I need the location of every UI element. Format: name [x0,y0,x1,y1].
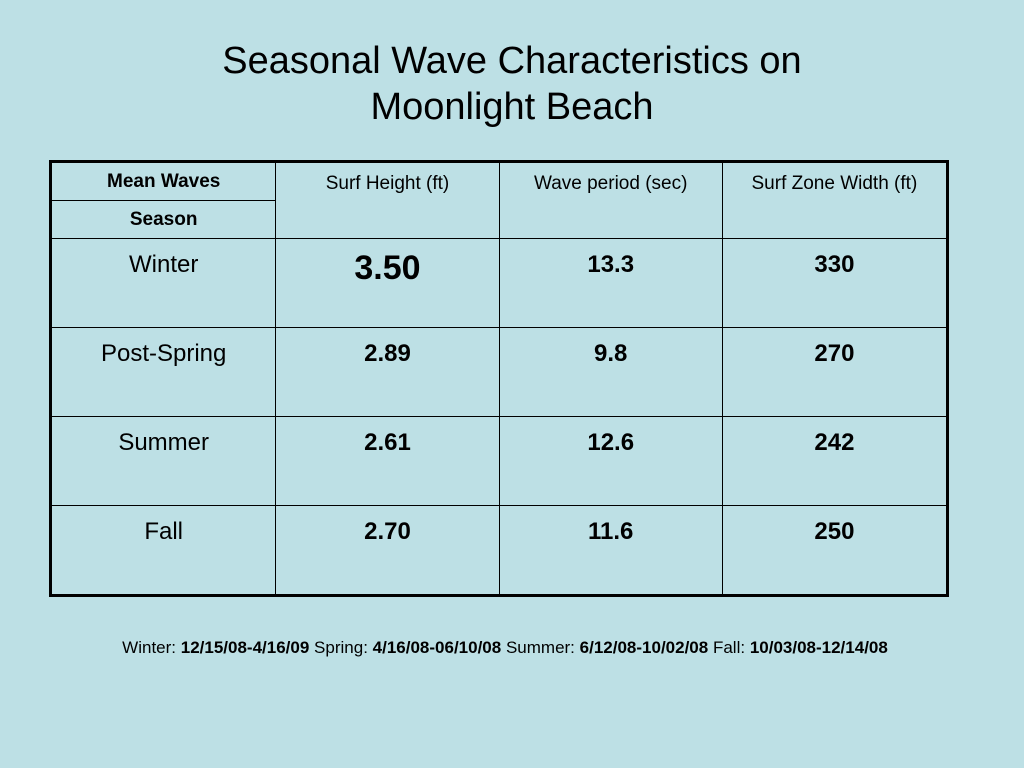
wave-period-cell: 12.6 [498,416,723,506]
table-header-row: Mean Waves Surf Height (ft) Wave period … [49,161,949,239]
season-cell: Winter [49,238,277,328]
summer-label: Summer: [505,638,575,657]
fall-dates: 10/03/08-12/14/08 [749,638,888,657]
header-surf-height: Surf Height (ft) [275,161,500,239]
page-title: Seasonal Wave Characteristics on Moonlig… [0,38,1024,130]
wave-characteristics-table: Mean Waves Surf Height (ft) Wave period … [49,160,949,597]
surf-height-cell: 2.89 [275,327,500,417]
surf-zone-width-cell: 242 [721,416,949,506]
season-cell: Fall [49,505,277,596]
title-line-1: Seasonal Wave Characteristics on [222,40,802,82]
table-row: Post-Spring 2.89 9.8 270 [49,327,949,417]
winter-dates: 12/15/08-4/16/09 [180,638,310,657]
header-season: Season [49,200,277,239]
header-surf-zone-width: Surf Zone Width (ft) [721,161,949,239]
spring-label: Spring: [314,638,368,657]
table-row: Fall 2.70 11.6 250 [49,505,949,596]
table-header-row: Season [49,200,948,239]
summer-dates: 6/12/08-10/02/08 [579,638,709,657]
season-date-ranges: Winter: 12/15/08-4/16/09 Spring: 4/16/08… [0,638,1010,658]
surf-zone-width-cell: 270 [721,327,949,417]
spring-dates: 4/16/08-06/10/08 [372,638,502,657]
season-cell: Summer [49,416,277,506]
table-row: Summer 2.61 12.6 242 [49,416,949,506]
fall-label: Fall: [712,638,746,657]
surf-zone-width-cell: 250 [721,505,949,596]
surf-height-cell: 3.50 [275,238,500,328]
header-mean-waves: Mean Waves [49,161,277,201]
title-line-2: Moonlight Beach [370,86,654,128]
wave-period-cell: 11.6 [498,505,723,596]
wave-period-cell: 9.8 [498,327,723,417]
surf-height-cell: 2.61 [275,416,500,506]
surf-height-cell: 2.70 [275,505,500,596]
winter-label: Winter: [122,638,177,657]
header-wave-period: Wave period (sec) [498,161,723,239]
table-row: Winter 3.50 13.3 330 [49,238,949,328]
wave-period-cell: 13.3 [498,238,723,328]
surf-zone-width-cell: 330 [721,238,949,328]
season-cell: Post-Spring [49,327,277,417]
